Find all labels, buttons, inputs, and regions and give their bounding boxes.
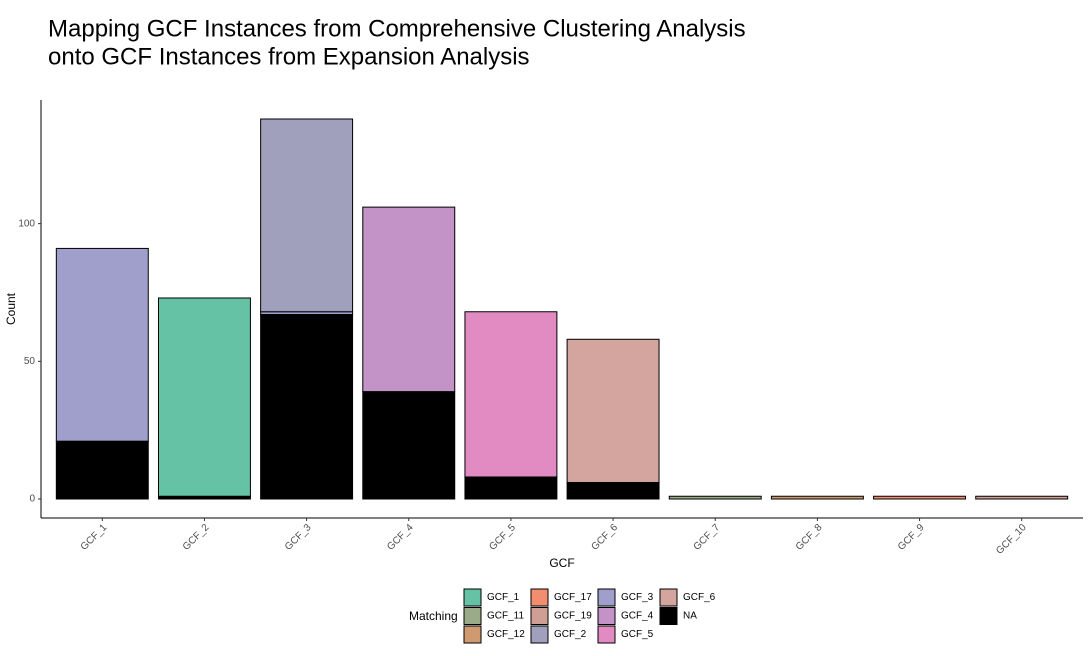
legend-key — [659, 607, 678, 625]
x-tick-label: GCF_9 — [896, 522, 927, 553]
legend-label: GCF_2 — [554, 629, 587, 640]
legend-key — [597, 625, 616, 644]
bar-segment — [55, 247, 149, 442]
y-tick-label: 0 — [29, 494, 35, 505]
x-tick-label: GCF_6 — [589, 522, 620, 553]
legend-title: Matching — [409, 609, 458, 623]
x-tick-label: GCF_3 — [283, 522, 314, 553]
legend-label: GCF_1 — [487, 592, 520, 603]
bar-segment — [566, 338, 660, 483]
x-tick-label: GCF_2 — [181, 522, 212, 553]
x-tick-label: GCF_4 — [385, 522, 416, 553]
x-tick-label: GCF_1 — [79, 522, 110, 553]
legend-label: GCF_19 — [554, 611, 592, 622]
legend-label: GCF_12 — [487, 629, 525, 640]
legend-label: GCF_4 — [621, 611, 654, 622]
legend-label: GCF_6 — [683, 592, 716, 603]
bar-segment — [464, 476, 558, 500]
legend-key — [530, 625, 549, 644]
legend-label: GCF_3 — [621, 592, 654, 603]
legend-label: GCF_11 — [487, 611, 524, 622]
bar-segment — [55, 440, 149, 500]
x-axis-title: GCF — [549, 556, 574, 570]
bar-segment — [362, 206, 456, 393]
legend-key — [530, 607, 549, 625]
bar-segment — [770, 495, 864, 500]
legend-key — [463, 607, 482, 625]
y-tick-label: 100 — [18, 218, 35, 229]
bar-segment — [464, 311, 558, 478]
bar-segment — [566, 481, 660, 500]
x-tick-label: GCF_8 — [794, 522, 825, 553]
bar-segment — [362, 391, 456, 500]
legend-key — [530, 588, 549, 607]
legend-key — [597, 588, 616, 607]
y-axis-title: Count — [4, 292, 18, 325]
legend-key — [463, 588, 482, 607]
y-tick-label: 50 — [24, 356, 36, 367]
x-tick-label: GCF_5 — [487, 522, 518, 553]
legend-key — [659, 588, 678, 607]
x-tick-label: GCF_7 — [692, 522, 723, 553]
bar-segment — [260, 314, 354, 500]
legend-key — [463, 625, 482, 644]
chart-title: Mapping GCF Instances from Comprehensive… — [48, 15, 746, 42]
legend-label: NA — [683, 611, 697, 622]
legend-label: GCF_17 — [554, 592, 592, 603]
bar-segment — [975, 495, 1069, 500]
legend-key — [597, 607, 616, 625]
x-tick-label: GCF_10 — [994, 522, 1029, 557]
bar-segment — [873, 495, 967, 500]
bar-segment — [668, 495, 762, 500]
chart-title: onto GCF Instances from Expansion Analys… — [48, 43, 530, 70]
bar-segment — [157, 297, 251, 497]
legend-label: GCF_5 — [621, 629, 654, 640]
bar-segment — [260, 118, 354, 313]
